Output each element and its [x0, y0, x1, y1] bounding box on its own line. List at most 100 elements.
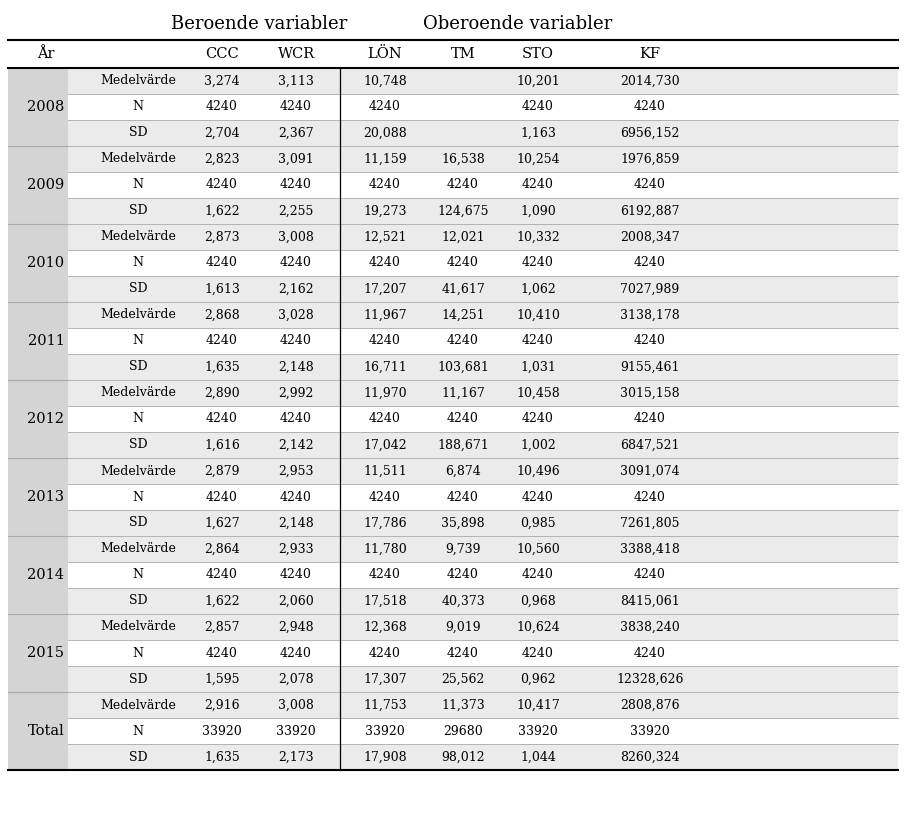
Bar [68, 68, 898, 94]
Text: Medelvärde: Medelvärde [100, 542, 176, 556]
Text: 3,008: 3,008 [278, 699, 314, 711]
Text: 2,078: 2,078 [278, 673, 313, 685]
Text: 1,163: 1,163 [520, 127, 556, 139]
Text: 2,953: 2,953 [278, 464, 313, 478]
Text: LÖN: LÖN [368, 47, 402, 61]
Text: 4240: 4240 [206, 256, 238, 270]
Text: 2014,730: 2014,730 [621, 75, 680, 87]
Text: 2010: 2010 [27, 256, 64, 270]
Text: 2,255: 2,255 [278, 204, 313, 218]
Text: 4240: 4240 [369, 490, 401, 504]
Text: 12328,626: 12328,626 [616, 673, 684, 685]
Text: 3838,240: 3838,240 [620, 620, 680, 634]
Text: 3388,418: 3388,418 [620, 542, 680, 556]
Text: Medelvärde: Medelvärde [100, 230, 176, 244]
Text: Medelvärde: Medelvärde [100, 620, 176, 634]
Text: 10,201: 10,201 [516, 75, 560, 87]
Text: 1,062: 1,062 [520, 282, 556, 296]
Text: 17,207: 17,207 [363, 282, 407, 296]
Text: 3015,158: 3015,158 [621, 386, 680, 400]
Text: 1,635: 1,635 [204, 751, 240, 763]
Text: 3,274: 3,274 [204, 75, 240, 87]
Text: 4240: 4240 [369, 178, 401, 192]
Text: Medelvärde: Medelvärde [100, 308, 176, 322]
Bar [68, 302, 898, 328]
Text: 4240: 4240 [447, 178, 479, 192]
Bar [8, 380, 68, 458]
Text: WCR: WCR [277, 47, 314, 61]
Text: 10,332: 10,332 [516, 230, 560, 244]
Text: 4240: 4240 [447, 568, 479, 582]
Text: 35,898: 35,898 [441, 516, 485, 530]
Bar [68, 94, 898, 120]
Text: 2,704: 2,704 [204, 127, 240, 139]
Text: N: N [132, 101, 143, 113]
Bar [68, 250, 898, 276]
Text: 11,967: 11,967 [363, 308, 407, 322]
Text: 4240: 4240 [369, 334, 401, 348]
Text: 17,908: 17,908 [363, 751, 407, 763]
Text: 6,874: 6,874 [445, 464, 481, 478]
Text: SD: SD [129, 360, 148, 374]
Text: TM: TM [450, 47, 476, 61]
Text: 1,090: 1,090 [520, 204, 556, 218]
Text: N: N [132, 334, 143, 348]
Text: 4240: 4240 [369, 646, 401, 660]
Text: 1,002: 1,002 [520, 438, 556, 452]
Text: 33920: 33920 [631, 725, 670, 737]
Text: SD: SD [129, 594, 148, 608]
Text: 25,562: 25,562 [441, 673, 485, 685]
Text: N: N [132, 490, 143, 504]
Text: Total: Total [27, 724, 64, 738]
Text: 10,410: 10,410 [516, 308, 560, 322]
Text: 2,148: 2,148 [278, 516, 313, 530]
Text: 2011: 2011 [27, 334, 64, 348]
Text: 2008: 2008 [27, 100, 64, 114]
Text: 4240: 4240 [369, 568, 401, 582]
Text: 1,616: 1,616 [204, 438, 240, 452]
Text: 4240: 4240 [522, 646, 554, 660]
Text: 2,173: 2,173 [278, 751, 313, 763]
Text: 2,890: 2,890 [204, 386, 240, 400]
Text: SD: SD [129, 127, 148, 139]
Text: 4240: 4240 [634, 334, 666, 348]
Bar [68, 692, 898, 718]
Text: 11,167: 11,167 [441, 386, 485, 400]
Text: 2,148: 2,148 [278, 360, 313, 374]
Text: 2,142: 2,142 [278, 438, 313, 452]
Text: 7027,989: 7027,989 [621, 282, 680, 296]
Text: 9,019: 9,019 [445, 620, 481, 634]
Text: 4240: 4240 [280, 178, 312, 192]
Text: 33920: 33920 [276, 725, 316, 737]
Bar [8, 614, 68, 692]
Text: 2,948: 2,948 [278, 620, 313, 634]
Text: 2009: 2009 [27, 178, 64, 192]
Text: 4240: 4240 [369, 101, 401, 113]
Text: 0,968: 0,968 [520, 594, 556, 608]
Text: 4240: 4240 [280, 101, 312, 113]
Text: 12,021: 12,021 [441, 230, 485, 244]
Text: 33920: 33920 [518, 725, 558, 737]
Bar [68, 562, 898, 588]
Text: 1,613: 1,613 [204, 282, 240, 296]
Text: KF: KF [640, 47, 660, 61]
Text: Oberoende variabler: Oberoende variabler [423, 15, 612, 33]
Text: 40,373: 40,373 [441, 594, 485, 608]
Text: 6847,521: 6847,521 [621, 438, 680, 452]
Text: 188,671: 188,671 [437, 438, 489, 452]
Text: 11,753: 11,753 [363, 699, 407, 711]
Text: 4240: 4240 [522, 490, 554, 504]
Text: 3,028: 3,028 [278, 308, 313, 322]
Bar [68, 744, 898, 770]
Text: N: N [132, 568, 143, 582]
Text: 2013: 2013 [27, 490, 64, 504]
Bar [68, 536, 898, 562]
Text: 17,307: 17,307 [363, 673, 407, 685]
Text: N: N [132, 256, 143, 270]
Text: 10,496: 10,496 [516, 464, 560, 478]
Text: 1,595: 1,595 [204, 673, 240, 685]
Text: N: N [132, 412, 143, 426]
Bar [68, 172, 898, 198]
Text: 4240: 4240 [634, 412, 666, 426]
Text: 124,675: 124,675 [438, 204, 488, 218]
